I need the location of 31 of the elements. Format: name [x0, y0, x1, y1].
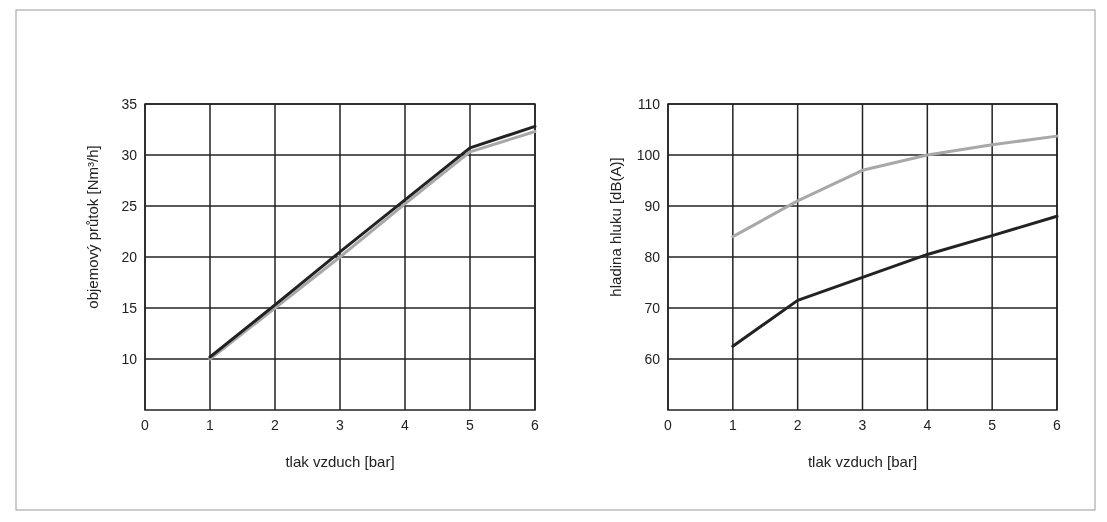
- y-axis-title: objemový průtok [Nm³/h]: [84, 145, 101, 309]
- x-tick-label: 6: [1053, 417, 1062, 433]
- x-tick-label: 4: [923, 417, 932, 433]
- x-tick-label: 2: [271, 417, 280, 433]
- x-axis-title: tlak vzduch [bar]: [285, 453, 395, 470]
- y-tick-label: 10: [121, 351, 138, 367]
- x-tick-label: 5: [466, 417, 475, 433]
- y-tick-label: 30: [121, 147, 138, 163]
- y-tick-label: 90: [644, 198, 661, 214]
- x-tick-label: 4: [401, 417, 410, 433]
- y-tick-label: 20: [121, 249, 138, 265]
- x-tick-label: 6: [531, 417, 540, 433]
- x-tick-label: 0: [141, 417, 150, 433]
- y-tick-label: 110: [637, 96, 661, 112]
- y-tick-label: 60: [644, 351, 661, 367]
- x-tick-label: 2: [793, 417, 802, 433]
- x-tick-label: 0: [664, 417, 673, 433]
- y-tick-label: 100: [636, 147, 661, 163]
- y-tick-label: 70: [644, 300, 661, 316]
- x-tick-label: 1: [728, 417, 737, 433]
- y-axis-title: hladina hluku [dB(A)]: [607, 157, 624, 297]
- y-tick-label: 35: [121, 96, 138, 112]
- x-tick-label: 1: [206, 417, 215, 433]
- x-tick-label: 3: [336, 417, 345, 433]
- y-tick-label: 15: [121, 300, 138, 316]
- x-tick-label: 3: [858, 417, 867, 433]
- y-tick-label: 80: [644, 249, 661, 265]
- x-tick-label: 5: [988, 417, 997, 433]
- line-series: [731, 134, 1059, 239]
- x-axis-title: tlak vzduch [bar]: [807, 453, 918, 470]
- y-tick-label: 25: [121, 198, 138, 214]
